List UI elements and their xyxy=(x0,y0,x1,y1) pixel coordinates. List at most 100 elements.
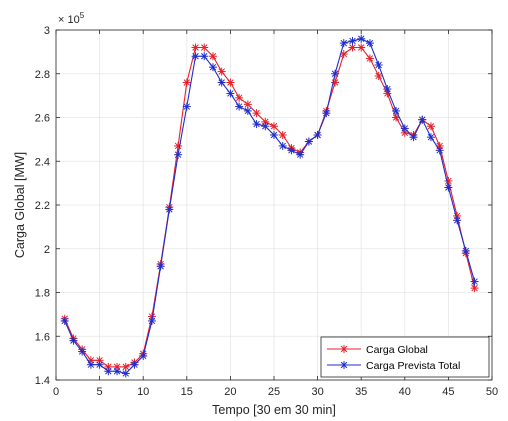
data-point xyxy=(470,284,479,293)
y-axis-exponent-power: 5 xyxy=(80,11,85,20)
data-point xyxy=(435,146,444,155)
data-point xyxy=(165,205,174,214)
data-point xyxy=(191,43,200,52)
x-tick-label: 20 xyxy=(224,386,236,398)
data-point xyxy=(453,216,462,225)
x-tick-label: 35 xyxy=(355,386,367,398)
data-point xyxy=(365,39,374,48)
legend-marker xyxy=(340,361,348,369)
data-point xyxy=(383,85,392,94)
data-point xyxy=(226,89,235,98)
data-point xyxy=(322,109,331,118)
data-point xyxy=(191,52,200,61)
legend-label: Carga Global xyxy=(366,344,428,356)
y-tick-label: 2.6 xyxy=(35,113,50,125)
x-axis-label: Tempo [30 em 30 min] xyxy=(212,403,336,417)
data-point xyxy=(121,369,130,378)
data-point xyxy=(304,137,313,146)
y-tick-label: 2.8 xyxy=(35,69,50,81)
y-tick-label: 1.8 xyxy=(35,288,50,300)
data-point xyxy=(217,78,226,87)
x-tick-label: 50 xyxy=(486,386,498,398)
series-layer xyxy=(60,34,479,378)
data-point xyxy=(418,115,427,124)
legend-item: Carga Global xyxy=(327,344,428,356)
data-point xyxy=(287,146,296,155)
y-tick-label: 3 xyxy=(44,25,50,37)
data-point xyxy=(409,133,418,142)
data-point xyxy=(139,351,148,360)
x-tick-label: 25 xyxy=(268,386,280,398)
data-point xyxy=(174,141,183,150)
data-point xyxy=(235,102,244,111)
y-axis-exponent-base: × 10 xyxy=(58,14,80,26)
data-point xyxy=(278,131,287,139)
data-point xyxy=(217,67,226,76)
x-tick-label: 0 xyxy=(53,386,59,398)
y-tick-label: 1.6 xyxy=(35,331,50,343)
y-axis-label: Carga Global [MW] xyxy=(13,152,27,258)
data-point xyxy=(208,63,217,72)
x-tick-label: 5 xyxy=(97,386,103,398)
data-point xyxy=(261,122,270,131)
x-tick-label: 40 xyxy=(399,386,411,398)
data-point xyxy=(278,141,287,150)
legend-label: Carga Prevista Total xyxy=(366,360,460,372)
axis-ticks: 0 5 10 15 20 25 30 35 40 45 50 1.4 1.6 1.8 2 2.2 2.4 2.6 2… xyxy=(35,25,498,398)
data-point xyxy=(78,347,87,356)
data-point xyxy=(156,262,165,271)
data-point xyxy=(470,277,479,286)
data-point xyxy=(339,39,348,48)
data-point xyxy=(200,43,209,52)
data-point xyxy=(130,360,139,369)
data-point xyxy=(426,133,435,142)
y-tick-label: 2.2 xyxy=(35,200,50,212)
data-point xyxy=(426,122,435,131)
data-point xyxy=(444,183,453,192)
data-point xyxy=(226,78,235,87)
legend-box xyxy=(320,336,490,378)
data-point xyxy=(86,360,95,369)
y-tick-label: 2 xyxy=(44,244,50,256)
data-point xyxy=(113,367,122,376)
data-point xyxy=(365,54,374,63)
data-point xyxy=(69,336,78,345)
series-2 xyxy=(60,34,479,378)
x-tick-label: 45 xyxy=(442,386,454,398)
data-point xyxy=(270,131,278,139)
data-point xyxy=(252,109,261,118)
data-point xyxy=(208,52,217,61)
data-point xyxy=(374,61,383,69)
y-tick-label: 1.4 xyxy=(35,375,50,387)
data-point xyxy=(270,122,278,131)
data-point xyxy=(235,93,244,102)
data-point xyxy=(147,316,156,325)
data-point xyxy=(243,106,252,115)
data-point xyxy=(400,124,409,133)
data-point xyxy=(331,69,340,78)
data-point xyxy=(174,150,183,159)
legend-marker xyxy=(340,345,348,353)
data-point xyxy=(313,131,322,139)
data-point xyxy=(200,52,209,61)
legend-item: Carga Prevista Total xyxy=(327,360,460,372)
data-point xyxy=(252,120,261,129)
data-point xyxy=(357,34,366,43)
data-point xyxy=(461,246,470,255)
data-point xyxy=(374,71,383,80)
data-point xyxy=(348,36,357,45)
data-point xyxy=(182,102,191,111)
x-tick-label: 15 xyxy=(181,386,193,398)
x-tick-label: 30 xyxy=(311,386,323,398)
data-point xyxy=(60,316,69,325)
data-point xyxy=(392,106,401,115)
data-point xyxy=(95,360,104,369)
x-tick-label: 10 xyxy=(137,386,149,398)
data-point xyxy=(182,78,191,87)
y-axis-exponent: × 105 xyxy=(58,11,85,26)
data-point xyxy=(104,367,113,376)
y-tick-label: 2.4 xyxy=(35,156,50,168)
data-point xyxy=(296,150,305,159)
legend: Carga Global Carga Prevista Total xyxy=(320,336,490,378)
